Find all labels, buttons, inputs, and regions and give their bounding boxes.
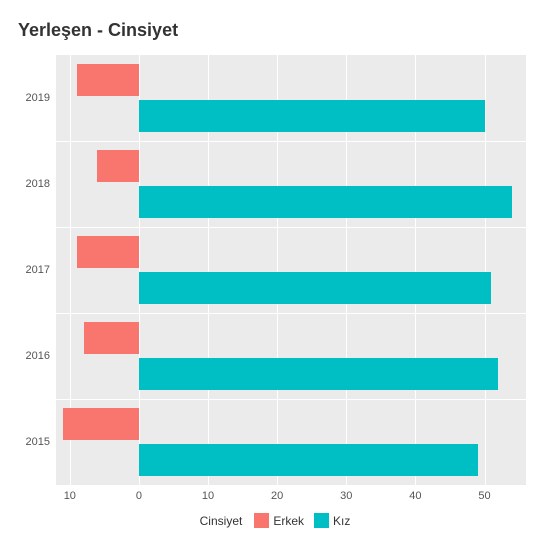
y-tick-label: 2017 xyxy=(26,264,56,276)
bar-erkek xyxy=(84,322,139,354)
bar-kiz xyxy=(139,358,498,390)
legend-label-kiz: Kız xyxy=(333,514,350,528)
bar-kiz xyxy=(139,444,478,476)
x-tick-label: 30 xyxy=(340,485,352,502)
y-tick-label: 2019 xyxy=(26,92,56,104)
bar-erkek xyxy=(63,408,139,440)
x-tick-label: 50 xyxy=(478,485,490,502)
y-tick-label: 2015 xyxy=(26,436,56,448)
y-tick-label: 2016 xyxy=(26,350,56,362)
gridline-h xyxy=(56,399,526,400)
chart-container: Yerleşen - Cinsiyet 10010203040502019201… xyxy=(0,0,550,550)
legend-label-erkek: Erkek xyxy=(273,514,304,528)
bar-erkek xyxy=(77,64,139,96)
gridline-v xyxy=(485,55,486,485)
gridline-h xyxy=(56,141,526,142)
legend-item-kiz: Kız xyxy=(314,513,350,528)
bar-kiz xyxy=(139,186,512,218)
bar-kiz xyxy=(139,272,492,304)
swatch-erkek xyxy=(254,513,269,528)
chart-title: Yerleşen - Cinsiyet xyxy=(18,20,532,41)
bar-erkek xyxy=(77,236,139,268)
plot-area: 100102030405020192018201720162015 xyxy=(56,55,526,485)
gridline-h xyxy=(56,313,526,314)
x-tick-label: 20 xyxy=(271,485,283,502)
x-tick-label: 10 xyxy=(64,485,76,502)
bar-erkek xyxy=(97,150,138,182)
legend-title: Cinsiyet xyxy=(200,514,243,528)
y-tick-label: 2018 xyxy=(26,178,56,190)
x-tick-label: 40 xyxy=(409,485,421,502)
legend-item-erkek: Erkek xyxy=(254,513,304,528)
swatch-kiz xyxy=(314,513,329,528)
legend: Cinsiyet Erkek Kız xyxy=(18,513,532,528)
x-tick-label: 10 xyxy=(202,485,214,502)
gridline-h xyxy=(56,227,526,228)
bar-kiz xyxy=(139,100,485,132)
x-tick-label: 0 xyxy=(136,485,142,502)
